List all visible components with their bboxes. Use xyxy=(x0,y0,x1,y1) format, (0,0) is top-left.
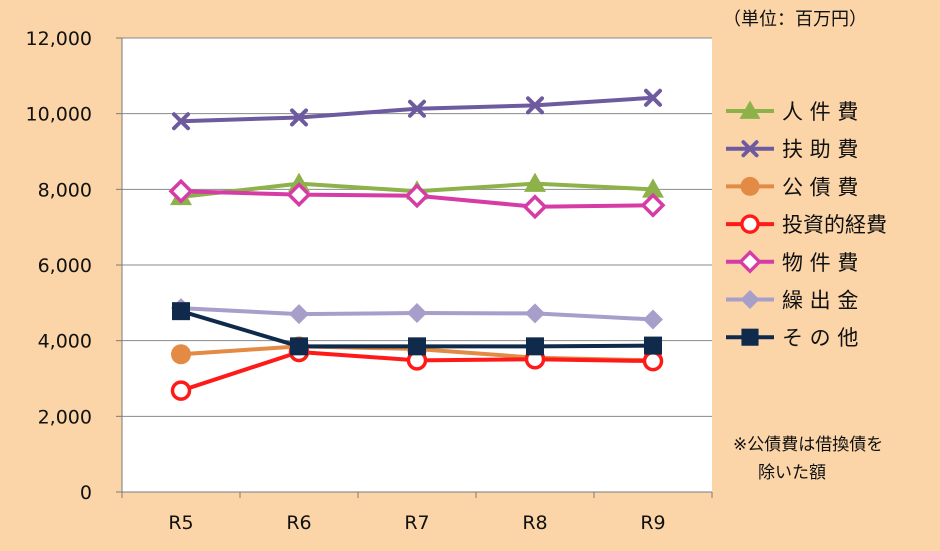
data-point-s7-R6 xyxy=(290,337,308,356)
y-tick-label: 12,000 xyxy=(26,28,92,50)
data-point-s1-R8 xyxy=(524,172,546,192)
legend-marker-1 xyxy=(739,100,761,119)
data-point-s4-R9 xyxy=(642,350,664,372)
x-tick-label: R6 xyxy=(286,512,311,534)
y-tick-label: 6,000 xyxy=(38,255,92,277)
data-point-s5-R7 xyxy=(404,183,430,209)
data-point-s7-R9 xyxy=(644,336,662,355)
data-point-s6-R7 xyxy=(407,303,427,324)
data-point-s7-R5 xyxy=(172,302,190,321)
data-point-s2-R8 xyxy=(526,96,544,115)
y-tick-label: 8,000 xyxy=(38,179,92,201)
data-point-s3-R5 xyxy=(171,344,191,365)
data-point-s4-R5 xyxy=(170,380,192,401)
data-point-s6-R6 xyxy=(289,304,309,325)
data-point-s5-R9 xyxy=(640,192,666,218)
data-point-s7-R8 xyxy=(526,337,544,356)
y-tick-label: 0 xyxy=(80,482,92,504)
footnote-line-1: ※公債費は借換債を xyxy=(733,435,883,455)
x-tick-label: R9 xyxy=(640,512,665,534)
x-tick-label: R8 xyxy=(522,512,547,534)
y-tick-label: 2,000 xyxy=(38,406,92,428)
legend-label-5: 物 件 費 xyxy=(782,251,858,275)
data-point-s5-R5 xyxy=(168,178,194,204)
data-point-s2-R7 xyxy=(408,99,426,118)
legend-marker-6 xyxy=(740,290,760,309)
data-point-s6-R8 xyxy=(525,303,545,324)
y-tick-label: 10,000 xyxy=(26,104,92,126)
data-point-s2-R9 xyxy=(644,88,662,107)
data-point-s5-R8 xyxy=(522,194,548,220)
legend-marker-3 xyxy=(740,176,760,196)
legend-marker-4 xyxy=(740,214,760,234)
legend-label-2: 扶 助 費 xyxy=(782,138,858,162)
unit-label: （単位：百万円） xyxy=(723,9,867,30)
data-point-s2-R6 xyxy=(290,108,308,127)
legend-label-1: 人 件 費 xyxy=(782,100,858,124)
data-point-s2-R5 xyxy=(172,112,190,131)
data-point-s1-R9 xyxy=(642,178,664,198)
footnote-line-2: 除いた額 xyxy=(758,463,826,483)
data-point-s5-R6 xyxy=(286,182,312,208)
y-tick-label: 4,000 xyxy=(38,331,92,353)
legend-label-4: 投資的経費 xyxy=(782,213,887,237)
legend-label-6: 繰 出 金 xyxy=(782,289,858,313)
x-tick-label: R5 xyxy=(168,512,193,534)
legend-label-3: 公 債 費 xyxy=(782,175,858,199)
legend-label-7: そ の 他 xyxy=(782,326,858,350)
x-tick-label: R7 xyxy=(404,512,429,534)
legend-marker-5 xyxy=(738,249,762,274)
legend-marker-2 xyxy=(741,140,759,158)
legend-marker-7 xyxy=(741,328,759,346)
data-point-s6-R9 xyxy=(643,309,663,330)
data-point-s7-R7 xyxy=(408,337,426,356)
